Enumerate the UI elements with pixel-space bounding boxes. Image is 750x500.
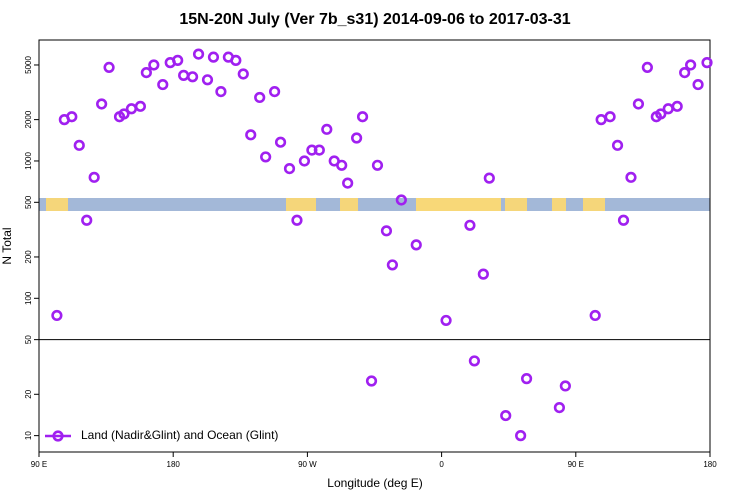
y-tick-label: 2000 — [24, 110, 33, 128]
point — [692, 78, 704, 91]
x-tick-label: 90 W — [298, 460, 317, 469]
point — [468, 355, 481, 367]
point — [283, 162, 296, 175]
point — [321, 123, 333, 135]
point — [172, 54, 184, 66]
point — [662, 103, 674, 115]
point — [671, 100, 683, 112]
point — [201, 74, 214, 86]
point — [464, 219, 476, 231]
point — [245, 129, 257, 141]
y-axis-label: N Total — [0, 227, 14, 264]
point — [611, 139, 624, 151]
point — [351, 132, 363, 144]
point — [215, 85, 227, 98]
point — [477, 268, 489, 280]
point — [313, 144, 325, 156]
surface-band — [39, 198, 710, 211]
x-tick-label: 90 E — [31, 460, 47, 469]
x-tick-label: 90 E — [568, 460, 584, 469]
point — [96, 98, 108, 110]
point — [298, 155, 311, 167]
point — [632, 98, 645, 110]
point — [679, 66, 691, 79]
chart-title: 15N-20N July (Ver 7b_s31) 2014-09-06 to … — [179, 11, 570, 28]
point — [207, 51, 220, 63]
point — [483, 172, 495, 184]
point — [81, 214, 93, 226]
point — [604, 111, 616, 123]
point — [336, 159, 348, 171]
point — [230, 54, 242, 66]
point — [148, 59, 160, 71]
point — [685, 59, 697, 71]
point — [103, 61, 115, 74]
y-tick-label: 200 — [24, 250, 33, 264]
point — [178, 69, 190, 81]
point — [157, 78, 169, 91]
point — [365, 375, 378, 387]
x-axis-label: Longitude (deg E) — [327, 476, 422, 490]
point — [291, 214, 303, 226]
point — [641, 61, 653, 74]
point — [500, 409, 512, 422]
point — [186, 71, 199, 83]
point — [125, 103, 138, 115]
point — [118, 108, 130, 120]
point — [410, 239, 422, 251]
point — [73, 139, 85, 151]
x-tick-label: 180 — [703, 460, 717, 469]
y-tick-label: 5000 — [24, 56, 33, 74]
point — [51, 309, 63, 322]
point — [342, 177, 354, 189]
y-tick-label: 50 — [24, 335, 33, 344]
point — [134, 100, 146, 112]
point — [274, 136, 287, 148]
point — [553, 401, 565, 414]
point — [260, 151, 272, 163]
point — [701, 57, 713, 69]
point — [520, 373, 533, 385]
y-tick-label: 1000 — [24, 152, 33, 170]
legend-marker — [52, 430, 64, 442]
x-tick-label: 0 — [439, 460, 444, 469]
point — [625, 171, 637, 183]
point — [395, 194, 407, 206]
y-tick-label: 10 — [24, 431, 33, 440]
point — [88, 171, 100, 183]
point — [380, 225, 393, 237]
plot-frame — [38, 39, 711, 453]
point — [140, 66, 152, 79]
point — [515, 430, 527, 442]
point — [589, 309, 601, 322]
point — [192, 48, 205, 60]
legend-label: Land (Nadir&Glint) and Ocean (Glint) — [81, 428, 278, 442]
x-tick-label: 180 — [167, 460, 181, 469]
point — [595, 114, 607, 126]
point — [356, 111, 369, 123]
point — [440, 314, 452, 327]
point — [617, 214, 630, 226]
y-tick-label: 20 — [24, 389, 33, 398]
point — [386, 259, 398, 271]
y-tick-label: 500 — [24, 195, 33, 209]
point — [66, 111, 78, 123]
y-tick-label: 100 — [24, 291, 33, 305]
point — [559, 380, 571, 392]
point — [655, 108, 667, 120]
point — [237, 68, 249, 80]
point — [254, 91, 266, 104]
point — [371, 159, 384, 171]
point — [268, 85, 281, 98]
